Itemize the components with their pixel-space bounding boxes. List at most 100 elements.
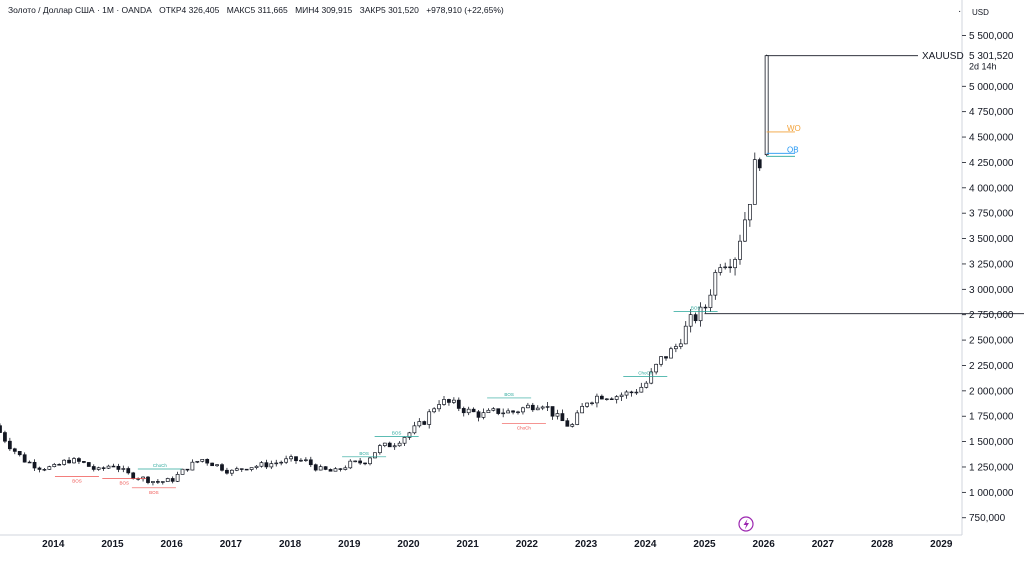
candle-body (595, 395, 599, 404)
candle-body (254, 465, 259, 468)
y-tick-label: 5 500,000 (969, 31, 1014, 42)
candle-body (565, 420, 570, 427)
candle-body (175, 474, 180, 482)
candle-body (27, 461, 32, 464)
candle-body (146, 476, 150, 483)
candle-body (284, 458, 289, 463)
candle-body (437, 404, 441, 410)
candle-body (649, 371, 654, 384)
candle-body (397, 442, 402, 447)
candle-body (279, 461, 284, 464)
structure-label: BOS (392, 431, 402, 436)
candle-body (644, 382, 649, 388)
candle-body (338, 468, 343, 470)
candle-body (264, 462, 269, 468)
candle-body (733, 259, 737, 269)
candle-body (461, 408, 466, 414)
candle-body (244, 468, 249, 471)
x-tick-label: 2022 (516, 539, 539, 550)
candle-body (289, 456, 293, 460)
candle-body (220, 464, 224, 471)
candle-body (634, 391, 639, 394)
candles-layer (0, 54, 769, 486)
candle-body (234, 468, 239, 471)
candle-body (0, 425, 2, 433)
candle-body (392, 445, 397, 448)
candle-body (481, 412, 486, 418)
candle-body (17, 451, 22, 456)
candle-body (516, 411, 520, 414)
candle-body (432, 408, 437, 413)
structure-label: BOS (120, 481, 130, 486)
candle-body (545, 406, 550, 408)
candle-body (343, 467, 348, 470)
candle-body (718, 267, 723, 273)
rays-layer (704, 55, 1024, 315)
candle-body (294, 456, 298, 462)
candle-body (752, 159, 757, 205)
candle-body (639, 386, 644, 393)
candle-body (560, 413, 565, 422)
candle-body (496, 408, 501, 414)
y-tick-label: 5 000,000 (969, 82, 1014, 93)
y-tick-label: 3 750,000 (969, 209, 1014, 220)
y-tick-label: 4 500,000 (969, 133, 1014, 144)
time-axis[interactable]: 2014 2015 2016 2017 2018 2019 2020 2021 2022 2023… (42, 539, 953, 550)
x-tick-label: 2014 (42, 539, 65, 550)
candle-body (382, 442, 387, 447)
y-tick-label: 4 000,000 (969, 183, 1014, 194)
candle-body (501, 412, 506, 415)
lightning-icon[interactable] (738, 516, 754, 532)
candle-body (229, 469, 234, 474)
candle-body (86, 462, 91, 467)
price-axis[interactable]: 750,000 1 000,000 1 250,000 1 500,000 1 750,… (962, 31, 1014, 524)
candle-body (659, 356, 663, 365)
candle-body (728, 266, 733, 269)
candle-body (417, 421, 422, 427)
y-tick-label: 2 500,000 (969, 336, 1014, 347)
candle-body (599, 395, 604, 400)
candle-body (669, 348, 673, 359)
candle-body (67, 459, 71, 464)
structure-label: BOS (359, 451, 369, 456)
candle-body (604, 398, 609, 400)
candle-body (205, 458, 210, 464)
x-tick-label: 2024 (634, 539, 657, 550)
candle-body (195, 460, 200, 463)
x-tick-label: 2023 (575, 539, 598, 550)
candle-body (348, 460, 353, 469)
candle-body (723, 266, 728, 269)
candle-body (673, 346, 678, 350)
candle-body (126, 468, 131, 474)
candle-body (693, 314, 698, 322)
ohlc-low: МИН4 309,915 (295, 5, 353, 15)
x-tick-label: 2019 (338, 539, 361, 550)
candle-body (151, 481, 155, 483)
last-candle-body (764, 55, 769, 156)
candle-body (37, 467, 42, 470)
candle-body (180, 468, 185, 475)
candle-body (249, 467, 254, 470)
candle-body (511, 410, 515, 413)
candle-body (664, 356, 668, 359)
ohlc-change: +978,910 (+22,65%) (426, 5, 504, 15)
candle-body (629, 391, 634, 394)
candle-body (407, 432, 412, 438)
candle-body (318, 466, 323, 471)
candle-body (299, 459, 303, 462)
candle-body (521, 407, 525, 413)
x-tick-label: 2015 (101, 539, 124, 550)
structure-label: BOS (149, 490, 159, 495)
candle-body (377, 445, 382, 454)
candle-body (708, 294, 713, 308)
currency-label[interactable]: USD (972, 8, 989, 17)
candle-body (165, 478, 170, 482)
candle-body (743, 219, 747, 242)
structure-label: BOS (72, 479, 82, 484)
structure-label: ChoCh (638, 371, 653, 376)
y-tick-label: 3 250,000 (969, 259, 1014, 270)
candle-body (738, 240, 742, 260)
y-tick-label: 1 750,000 (969, 412, 1014, 423)
